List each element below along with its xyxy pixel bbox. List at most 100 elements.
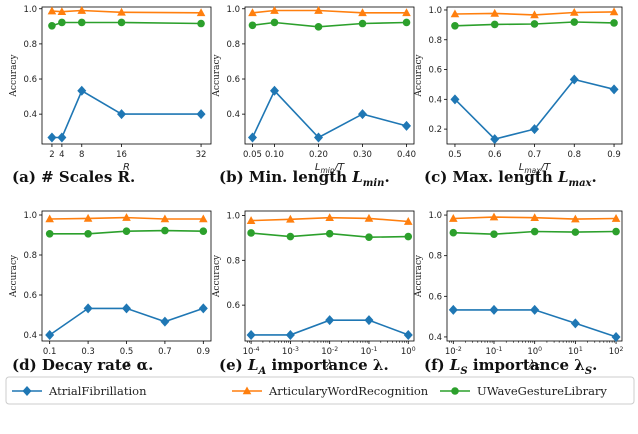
data-point [77,18,86,27]
y-tick-label: 0.4 [428,333,442,343]
series-1 [246,315,413,340]
data-point [45,330,55,340]
x-tick-label: 8 [79,150,84,160]
x-tick-label: 101 [568,346,583,357]
data-point [489,212,499,221]
data-point [403,217,413,225]
series-1 [450,74,619,145]
x-tick-label: 0.20 [309,150,328,160]
y-tick-label: 0.8 [23,40,37,50]
x-tick-label: 100 [401,346,416,357]
subplot-caption: (c) Max. length Lmax. [424,168,597,189]
y-tick-label: 0.6 [23,75,37,85]
y-tick-label: 0.4 [226,110,240,120]
data-point [365,233,373,242]
data-point [199,227,208,235]
data-point [160,316,170,327]
series-2 [246,213,413,225]
x-tick-label: 10-1 [486,346,503,357]
data-point [285,329,295,340]
series-2 [248,6,411,17]
series-3 [248,18,411,31]
y-tick-label: 0.8 [226,256,240,266]
data-point [610,19,618,27]
legend-marker [451,387,459,395]
legend-box [5,376,635,405]
data-point [246,216,256,224]
y-tick-label: 0.6 [428,292,442,302]
legend-item: AtrialFibrillation [12,384,147,398]
data-point [269,85,279,96]
data-point [247,132,257,143]
y-tick-label: 0.6 [226,75,240,85]
series-1 [247,85,412,143]
data-point [570,318,580,329]
data-point [449,228,458,237]
series-line [51,21,202,27]
data-point [325,229,334,238]
series-line [51,9,202,14]
data-point [247,229,255,237]
data-point [197,19,205,28]
data-point [450,9,460,18]
x-tick-label: 0.7 [158,347,172,357]
subplot-6: 0.4 0.6 0.8 1.0 10-2 10-1 100 101 102 Accuracy λS(… [414,210,624,377]
x-tick-label: 10-2 [445,346,462,357]
y-tick-label: 1.0 [226,5,240,15]
x-tick-label: 0.30 [353,150,372,160]
data-point [83,213,93,222]
subplot-caption: (b) Min. length Lmin. [219,168,390,189]
y-tick-label: 1.0 [23,5,37,15]
data-point [571,214,580,223]
y-tick-label: 0.6 [226,301,240,311]
y-axis-label: Accuracy [414,54,424,98]
data-point [196,109,206,120]
data-point [77,6,87,14]
x-tick-label: 0.8 [568,150,582,160]
legend-label: ArticularyWordRecognition [268,384,429,398]
data-point [198,303,208,314]
y-tick-label: 0.4 [23,110,37,120]
x-tick-label: 10-3 [282,346,299,357]
data-point [571,228,580,236]
data-point [199,214,208,223]
legend-marker [22,386,32,396]
data-point [325,315,335,326]
series-3 [45,226,208,238]
series-2 [45,213,208,223]
data-point [450,94,460,105]
data-point [404,232,413,241]
y-tick-label: 0.2 [428,125,442,135]
x-tick-label: 10-2 [321,346,338,357]
x-tick-label: 0.7 [528,150,542,160]
data-point [84,230,92,238]
x-axis-label: Lmax/T [519,162,551,175]
series-3 [48,18,205,30]
data-point [122,213,131,221]
y-tick-label: 1.0 [428,211,442,221]
subplot-5: 0.6 0.8 1.0 10-4 10-3 10-2 10-1 100 Accuracy λ(e)… [212,210,416,377]
x-tick-label: 0.1 [43,347,57,357]
data-point [77,85,87,96]
subplot-1: 0.4 0.6 0.8 1.0 2 4 8 16 32 Accuracy R(a) # Scales… [9,5,212,186]
x-tick-label: 0.3 [81,347,95,357]
data-point [490,20,499,29]
data-point [490,134,500,145]
y-axis-label: Accuracy [212,54,222,98]
legend: AtrialFibrillation ArticularyWordRecognit… [5,376,635,405]
data-point [530,213,539,222]
data-point [196,8,206,17]
legend-item: ArticularyWordRecognition [232,384,429,398]
data-point [313,132,323,143]
x-tick-label: 100 [527,346,542,357]
data-point [117,18,126,27]
data-point [448,304,458,315]
data-point [402,18,411,27]
data-point [358,8,367,17]
data-point [314,6,323,14]
data-point [160,214,170,223]
legend-label: AtrialFibrillation [48,384,147,398]
y-tick-label: 0.4 [428,95,442,105]
series-1 [47,85,206,143]
